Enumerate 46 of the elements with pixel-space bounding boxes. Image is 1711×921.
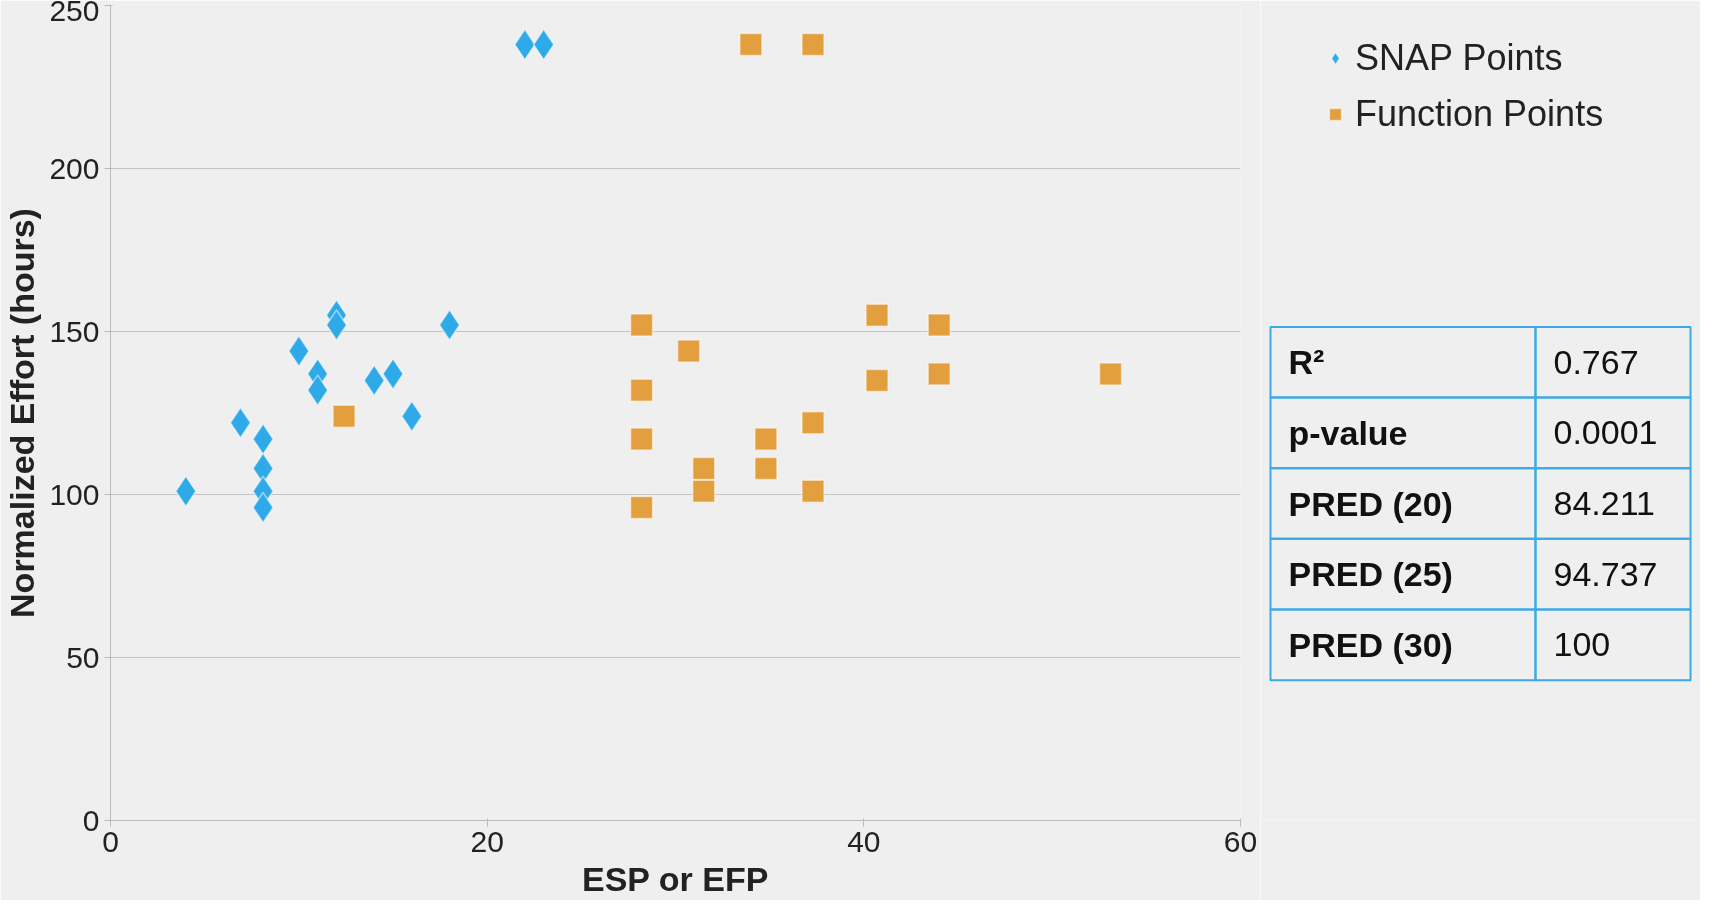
point	[629, 495, 654, 520]
y-tick-label: 250	[49, 0, 100, 27]
point	[739, 32, 763, 57]
point	[306, 374, 329, 406]
x-tick-label: 60	[1223, 824, 1258, 858]
y-axis-title: Normalized Effort (hours)	[3, 208, 42, 618]
text: 100	[1553, 625, 1611, 664]
point	[332, 404, 356, 429]
text: 84.211	[1553, 484, 1655, 523]
text: 0.767	[1553, 342, 1639, 381]
y-tick-label: 200	[49, 151, 100, 185]
point	[629, 427, 654, 451]
x-tick-label: 20	[470, 824, 504, 858]
y-tick-label: 0	[82, 803, 100, 837]
y-tick-label: 50	[66, 640, 100, 674]
point	[629, 378, 654, 402]
point	[692, 479, 716, 503]
x-axis-title: ESP or EFP	[581, 859, 769, 898]
point	[629, 313, 654, 337]
point	[754, 427, 778, 451]
point	[229, 407, 252, 439]
point	[927, 313, 951, 337]
point	[438, 309, 461, 341]
point	[801, 479, 825, 503]
point	[865, 303, 889, 327]
text: PRED (20)	[1288, 484, 1453, 523]
point	[801, 32, 825, 57]
point	[692, 456, 716, 481]
point	[754, 456, 778, 481]
text: R²	[1288, 343, 1325, 382]
y-tick-label: 150	[49, 314, 100, 348]
point	[325, 309, 348, 341]
point	[927, 362, 951, 386]
legend-label: SNAP Points	[1355, 37, 1563, 79]
text: PRED (25)	[1288, 555, 1453, 594]
point	[801, 411, 825, 435]
text: p-value	[1288, 413, 1408, 452]
point	[676, 339, 701, 363]
legend-label: Function Points	[1355, 93, 1604, 135]
point	[1098, 362, 1123, 386]
text: PRED (30)	[1288, 625, 1453, 664]
text: 0.0001	[1553, 413, 1658, 452]
x-tick-label: 40	[847, 824, 881, 858]
y-tick-label: 100	[49, 477, 100, 511]
point	[865, 368, 889, 393]
text: 94.737	[1553, 554, 1658, 593]
